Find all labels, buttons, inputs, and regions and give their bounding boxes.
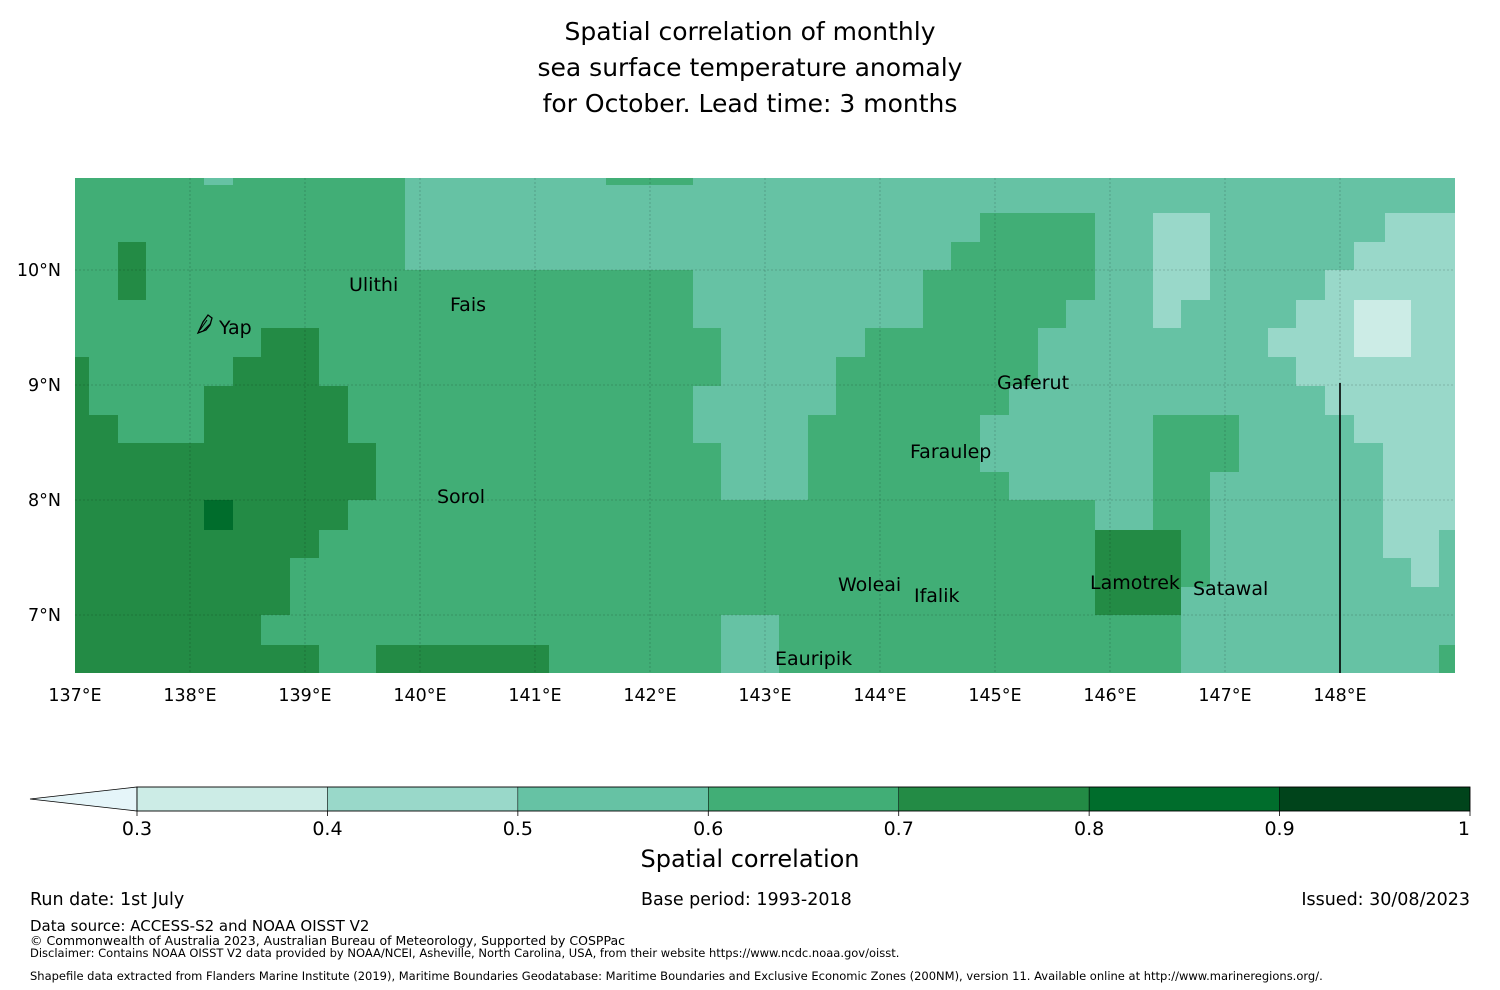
- place-labels: Yap Ulithi Fais Gaferut Faraulep Sorol Woleai I…: [218, 274, 1268, 670]
- correlation-grid: [75, 178, 1455, 673]
- place-label-faraulep: Faraulep: [910, 441, 991, 463]
- axis-tick-labels: 137°E 138°E 139°E 140°E 141°E 142°E 143°E 144°E…: [17, 261, 1367, 706]
- lon-tick-label: 144°E: [853, 686, 906, 706]
- colorbar-frame: [136, 786, 1471, 812]
- lat-tick-label: 8°N: [28, 491, 61, 511]
- corr-0.7-east2: [1095, 587, 1181, 615]
- corr-0.3-patch: [1354, 300, 1411, 357]
- colorbar-segment: [1088, 786, 1280, 812]
- corr-0.7-south: [376, 645, 549, 673]
- corr-0.4-patch: [1153, 213, 1210, 328]
- colorbar-tick-label: 0.9: [1264, 818, 1294, 840]
- lat-tick-label: 7°N: [28, 606, 61, 626]
- colorbar-tick-label: 0.6: [693, 818, 723, 840]
- lat-tick-label: 10°N: [17, 261, 61, 281]
- map-title: Spatial correlation of monthly sea surfa…: [0, 14, 1500, 122]
- disclaimer: Disclaimer: Contains NOAA OISST V2 data …: [30, 946, 900, 960]
- lon-tick-label: 138°E: [163, 686, 216, 706]
- title-line-1: Spatial correlation of monthly: [564, 17, 936, 46]
- yap-island-outline: [196, 314, 213, 335]
- place-label-fais: Fais: [450, 294, 486, 316]
- copyright-notice: © Commonwealth of Australia 2023, Austra…: [30, 933, 625, 948]
- colorbar-tick-label: 0.7: [884, 818, 914, 840]
- map-gridlines: [75, 178, 1455, 673]
- place-label-eauripik: Eauripik: [775, 648, 852, 670]
- colorbar-segment: [898, 786, 1090, 812]
- colorbar-segment: [517, 786, 709, 812]
- data-source: Data source: ACCESS-S2 and NOAA OISST V2: [30, 917, 370, 935]
- lon-tick-label: 137°E: [48, 686, 101, 706]
- colorbar-segment: [136, 786, 328, 812]
- corr-0.6-top: [606, 178, 693, 185]
- coastlines: [196, 314, 213, 335]
- lon-tick-label: 148°E: [1313, 686, 1366, 706]
- colorbar-segment: [327, 786, 519, 812]
- colorbar-tick-label: 0.4: [312, 818, 342, 840]
- corr-0.6-corner: [1439, 645, 1455, 673]
- place-label-ifalik: Ifalik: [914, 585, 960, 607]
- lon-tick-label: 142°E: [623, 686, 676, 706]
- yap-island-detail: [199, 319, 212, 332]
- lon-tick-label: 143°E: [738, 686, 791, 706]
- lon-tick-label: 141°E: [508, 686, 561, 706]
- corr-0.7-east: [1095, 530, 1181, 587]
- colorbar-tick-label: 0.8: [1074, 818, 1104, 840]
- colorbar-tick-label: 0.3: [122, 818, 152, 840]
- colorbar: 0.3 0.4 0.5 0.6 0.7 0.8 0.9 1: [29, 786, 1471, 840]
- place-label-sorol: Sorol: [437, 486, 485, 508]
- lon-tick-label: 139°E: [278, 686, 331, 706]
- colorbar-tick-label: 0.5: [503, 818, 533, 840]
- shapefile-credit: Shapefile data extracted from Flanders M…: [30, 969, 1323, 983]
- run-date: Run date: 1st July: [30, 890, 185, 910]
- place-label-lamotrek: Lamotrek: [1090, 572, 1180, 594]
- corr-0.5-top: [204, 178, 233, 185]
- place-label-satawal: Satawal: [1193, 578, 1268, 600]
- corr-0.8-patch: [204, 500, 233, 530]
- place-label-woleai: Woleai: [838, 574, 901, 596]
- colorbar-tick-label: 1: [1458, 818, 1470, 840]
- colorbar-label: Spatial correlation: [640, 845, 860, 873]
- corr-0.5-south: [721, 615, 779, 673]
- issued-date: Issued: 30/08/2023: [1301, 890, 1470, 910]
- colorbar-segment: [708, 786, 899, 812]
- colorbar-segment: [1279, 786, 1471, 812]
- corr-0.7-patch: [118, 242, 146, 300]
- title-line-3: for October. Lead time: 3 months: [542, 89, 958, 118]
- lon-tick-label: 147°E: [1198, 686, 1251, 706]
- lon-tick-label: 146°E: [1083, 686, 1136, 706]
- lon-tick-label: 145°E: [968, 686, 1021, 706]
- corr-0.6-region: [75, 178, 1239, 673]
- lat-tick-label: 9°N: [28, 376, 61, 396]
- place-label-yap: Yap: [218, 317, 252, 339]
- base-period: Base period: 1993-2018: [641, 890, 852, 910]
- lon-tick-label: 140°E: [393, 686, 446, 706]
- place-label-gaferut: Gaferut: [997, 372, 1069, 394]
- place-label-ulithi: Ulithi: [349, 274, 398, 296]
- colorbar-extend-arrow: [29, 786, 138, 812]
- title-line-2: sea surface temperature anomaly: [537, 53, 963, 82]
